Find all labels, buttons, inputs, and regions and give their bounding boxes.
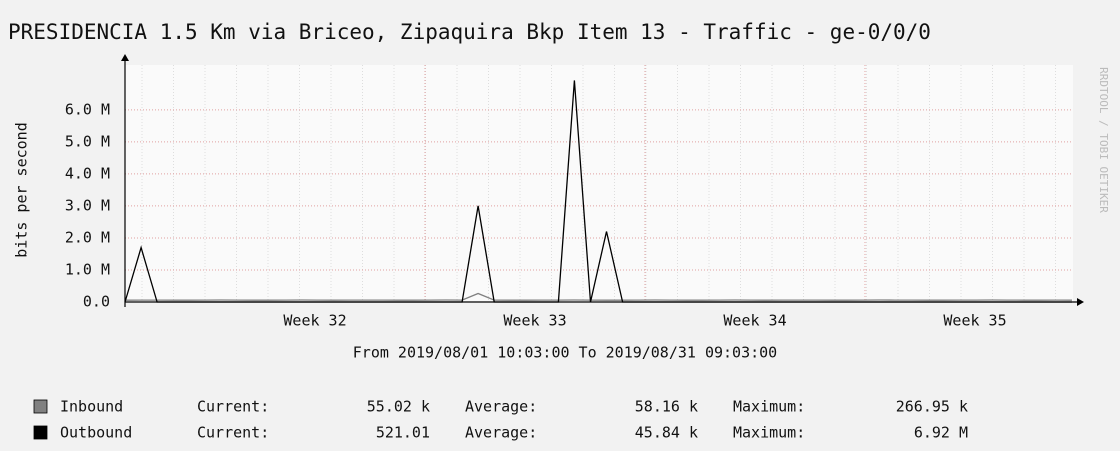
- legend-swatch: [33, 399, 48, 414]
- legend-label: Inbound: [60, 398, 123, 416]
- x-tick-label: Week 32: [283, 312, 346, 330]
- legend-label: Outbound: [60, 424, 132, 442]
- y-tick-label: 0.0: [83, 293, 110, 311]
- x-tick-label: Week 34: [723, 312, 786, 330]
- stat-value: 45.84 k: [635, 424, 698, 442]
- stat-label: Maximum:: [733, 424, 805, 442]
- chart-title: PRESIDENCIA 1.5 Km via Briceo, Zipaquira…: [8, 20, 931, 44]
- y-tick-label: 5.0 M: [65, 132, 110, 150]
- y-tick-label: 3.0 M: [65, 196, 110, 214]
- side-text: RRDTOOL / TOBI OETIKER: [1097, 67, 1110, 213]
- stat-label: Current:: [197, 424, 269, 442]
- legend-swatch: [33, 425, 48, 440]
- stat-value: 58.16 k: [635, 398, 698, 416]
- stat-value: 521.01: [376, 424, 430, 442]
- stat-label: Current:: [197, 398, 269, 416]
- x-tick-label: Week 35: [943, 312, 1006, 330]
- stat-label: Maximum:: [733, 398, 805, 416]
- y-tick-label: 4.0 M: [65, 164, 110, 182]
- x-range-text: From 2019/08/01 10:03:00 To 2019/08/31 0…: [353, 344, 777, 362]
- y-axis-label: bits per second: [13, 122, 31, 257]
- y-tick-label: 6.0 M: [65, 100, 110, 118]
- x-arrow: [1077, 298, 1084, 306]
- series-line: [124, 292, 1073, 301]
- stat-label: Average:: [465, 424, 537, 442]
- y-tick-label: 1.0 M: [65, 260, 110, 278]
- y-tick-label: 2.0 M: [65, 228, 110, 246]
- stat-value: 55.02 k: [367, 398, 430, 416]
- x-tick-label: Week 33: [503, 312, 566, 330]
- y-arrow: [121, 54, 129, 61]
- stat-label: Average:: [465, 398, 537, 416]
- stat-value: 266.95 k: [896, 398, 968, 416]
- stat-value: 6.92 M: [914, 424, 968, 442]
